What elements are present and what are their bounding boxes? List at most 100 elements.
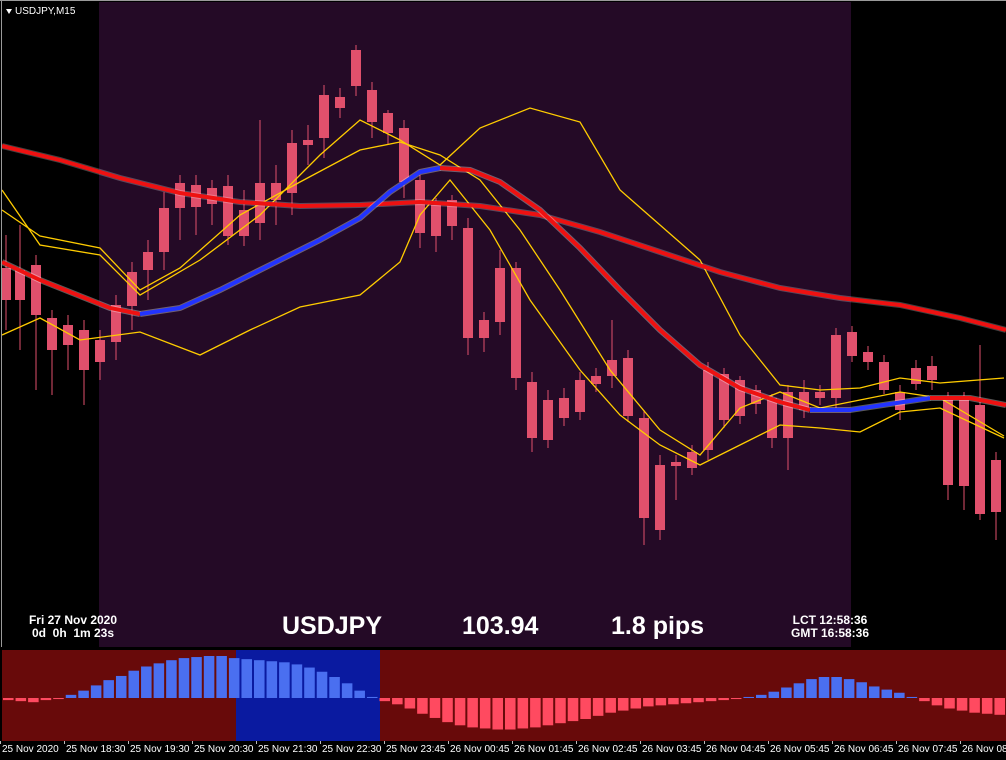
time-tick-mark: [640, 741, 641, 744]
oscillator-bar: [28, 698, 39, 703]
candle-body: [543, 400, 553, 440]
oscillator-bar: [141, 666, 152, 698]
oscillator-bar: [216, 656, 227, 698]
time-info: LCT 12:58:36 GMT 16:58:36: [780, 614, 880, 640]
time-tick-mark: [512, 741, 513, 744]
date-info: Fri 27 Nov 2020 0d 0h 1m 23s: [18, 614, 128, 640]
dropdown-triangle-icon[interactable]: [6, 9, 12, 14]
candle-body: [47, 318, 57, 350]
candle-body: [159, 208, 169, 252]
oscillator-bar: [994, 698, 1005, 715]
oscillator-bar: [53, 698, 64, 700]
candle-body: [367, 90, 377, 122]
oscillator-panel[interactable]: [2, 650, 1006, 741]
oscillator-bar: [166, 660, 177, 698]
candle-body: [511, 268, 521, 378]
oscillator-bar: [768, 691, 780, 698]
time-axis: 25 Nov 2020 25 Nov 18:30 25 Nov 19:30 25 No…: [0, 741, 1006, 760]
oscillator-bar: [881, 689, 893, 698]
oscillator-bar: [191, 657, 202, 698]
time-tick-mark: [192, 741, 193, 744]
price-chart-canvas[interactable]: [0, 0, 1006, 647]
oscillator-bar: [630, 698, 642, 709]
oscillator-bar: [693, 698, 704, 703]
time-tick-label: 25 Nov 21:30: [258, 744, 318, 755]
candle-body: [863, 352, 873, 362]
chart-frame-left: [1, 0, 2, 647]
time-tick-mark: [320, 741, 321, 744]
oscillator-bar: [680, 698, 692, 704]
oscillator-bar: [592, 698, 604, 716]
oscillator-bar: [354, 690, 365, 698]
candle-body: [15, 270, 25, 300]
oscillator-bar: [90, 685, 102, 698]
candle-body: [63, 325, 73, 345]
session-band: [99, 2, 851, 647]
time-tick-label: 26 Nov 05:45: [770, 744, 830, 755]
oscillator-bar: [492, 698, 503, 730]
time-tick-label: 25 Nov 23:45: [386, 744, 446, 755]
oscillator-bar: [781, 687, 792, 698]
oscillator-bar: [868, 686, 880, 698]
oscillator-bar: [705, 698, 717, 702]
candle-body: [1, 268, 11, 300]
candle-body: [223, 186, 233, 236]
oscillator-bar: [266, 661, 278, 698]
candle-body: [959, 398, 969, 486]
oscillator-bar: [542, 698, 554, 726]
oscillator-bar: [517, 698, 529, 729]
candle-body: [431, 205, 441, 236]
candle-body: [991, 460, 1001, 512]
candle-body: [831, 335, 841, 398]
oscillator-bar: [15, 698, 27, 702]
lower-band-line: [1, 178, 1005, 466]
oscillator-bar: [279, 662, 290, 698]
candle-body: [639, 418, 649, 518]
candle-body: [239, 210, 249, 236]
time-tick-mark: [64, 741, 65, 744]
time-tick-mark: [960, 741, 961, 744]
oscillator-bar: [329, 677, 340, 698]
oscillator-bar: [128, 670, 140, 698]
candle-body: [383, 113, 393, 133]
oscillator-bar: [730, 698, 742, 700]
candle-body: [303, 140, 313, 145]
chart-title-label: USDJPY,M15: [15, 6, 76, 17]
oscillator-bar: [417, 698, 428, 714]
time-tick-label: 25 Nov 2020: [2, 744, 59, 755]
fast-ma-line-blue: [139, 166, 441, 316]
candle-body: [351, 50, 361, 86]
oscillator-bar: [429, 698, 441, 718]
candle-body: [79, 330, 89, 370]
oscillator-bar: [617, 698, 629, 711]
oscillator-bar: [442, 698, 453, 723]
price-chart[interactable]: USDJPY,M15 Fri 27 Nov 2020 0d 0h 1m 23s …: [0, 0, 1006, 647]
panel-separator[interactable]: [0, 647, 1006, 650]
price-label: 103.94: [462, 612, 539, 640]
candle-body: [271, 183, 281, 200]
oscillator-bar: [956, 698, 968, 711]
candle-body: [527, 382, 537, 438]
time-tick-label: 25 Nov 18:30: [66, 744, 126, 755]
candle-body: [927, 366, 937, 380]
oscillator-bar: [580, 698, 591, 719]
time-tick-label: 26 Nov 03:45: [642, 744, 702, 755]
time-tick-label: 26 Nov 06:45: [834, 744, 894, 755]
time-tick-label: 26 Nov 07:45: [898, 744, 958, 755]
candle-body: [415, 180, 425, 233]
lct-label: LCT 12:58:36: [792, 613, 868, 627]
chart-symbol-title[interactable]: USDJPY,M15: [6, 6, 75, 17]
oscillator-canvas[interactable]: [2, 650, 1006, 741]
candle-body: [575, 380, 585, 412]
oscillator-bar: [806, 679, 817, 698]
oscillator-bar: [668, 698, 679, 705]
candle-body: [559, 398, 569, 418]
time-tick-label: 25 Nov 20:30: [194, 744, 254, 755]
fast-ma-line-red: [930, 396, 1006, 407]
oscillator-bar: [291, 664, 303, 698]
oscillator-bar: [555, 698, 566, 724]
candle-body: [815, 392, 825, 398]
oscillator-bar: [404, 698, 416, 709]
candle-body: [879, 362, 889, 390]
time-tick-mark: [576, 741, 577, 744]
